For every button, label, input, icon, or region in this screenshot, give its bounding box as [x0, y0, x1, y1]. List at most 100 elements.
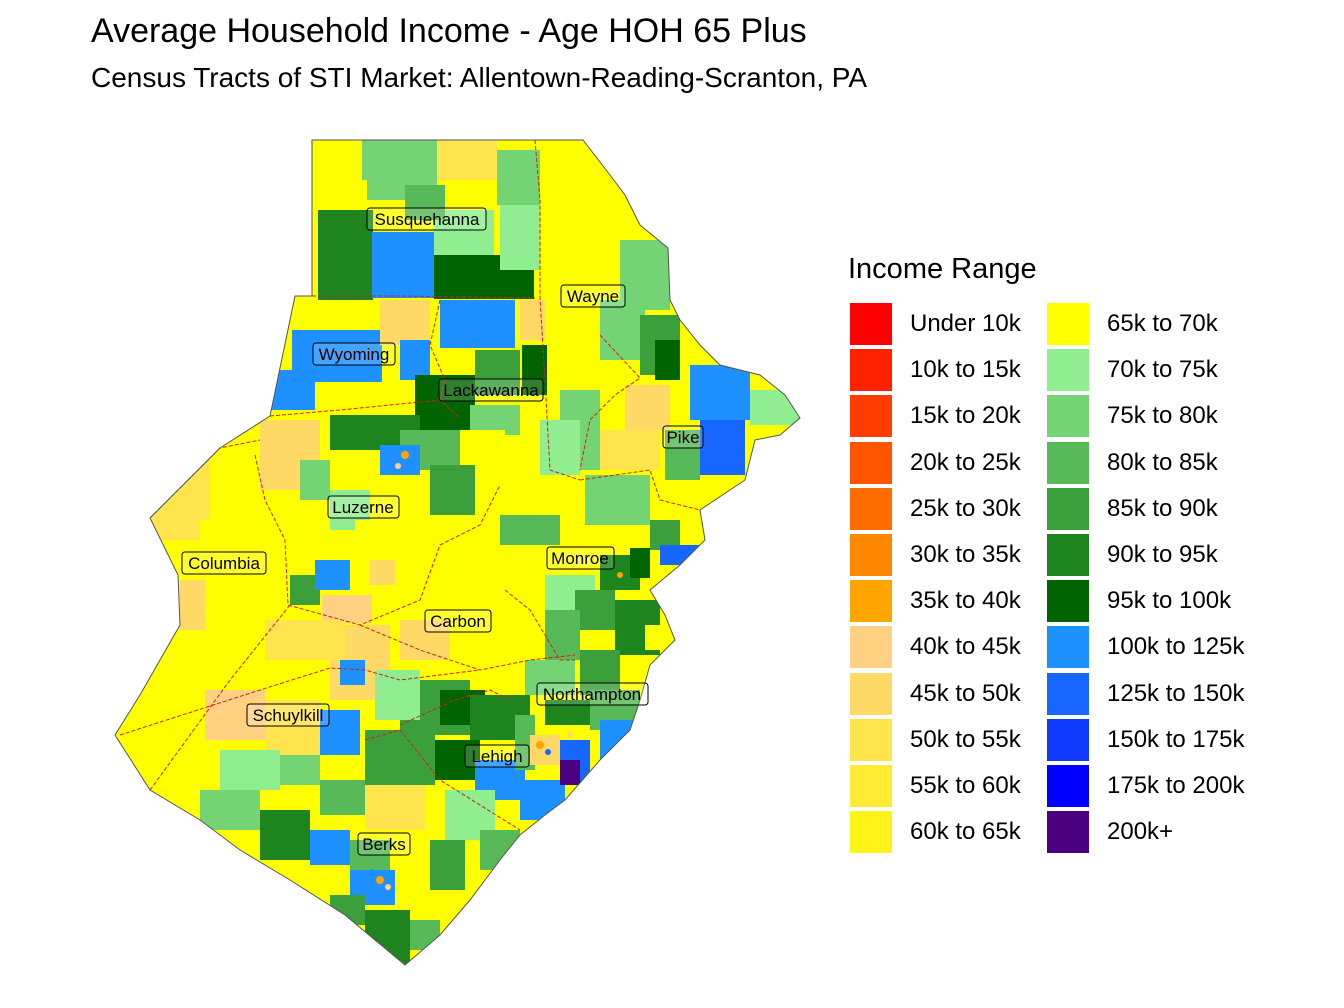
legend-item: 55k to 60k: [850, 764, 1021, 808]
legend-swatch: [850, 580, 892, 623]
legend-swatch: [850, 303, 892, 345]
legend-item: 80k to 85k: [1047, 441, 1218, 485]
legend-label: 25k to 30k: [910, 494, 1021, 522]
legend-item: 200k+: [1047, 810, 1173, 854]
legend-label: Under 10k: [910, 310, 1021, 337]
legend-item: 125k to 150k: [1047, 672, 1244, 716]
legend-label: 95k to 100k: [1107, 587, 1232, 615]
legend-item: 45k to 50k: [850, 672, 1021, 716]
svg-text:Luzerne: Luzerne: [332, 498, 393, 517]
legend-item: 20k to 25k: [850, 441, 1021, 485]
legend-item: 40k to 45k: [850, 625, 1021, 669]
legend-swatch: [850, 672, 892, 715]
legend-swatch: [1047, 395, 1089, 438]
county-label-northampton: Northampton: [536, 682, 649, 706]
svg-text:Susquehanna: Susquehanna: [375, 210, 480, 229]
legend-label: 50k to 55k: [910, 725, 1021, 753]
legend-item: 90k to 95k: [1047, 533, 1218, 577]
legend-swatch: [850, 441, 892, 484]
county-label-columbia: Columbia: [181, 551, 267, 575]
legend-swatch: [850, 718, 892, 761]
legend-swatch: [1047, 441, 1089, 484]
svg-text:Carbon: Carbon: [430, 612, 486, 631]
legend-item: 30k to 35k: [850, 533, 1021, 577]
legend-label: 40k to 45k: [910, 633, 1021, 661]
svg-text:Pike: Pike: [666, 428, 699, 447]
legend-label: 65k to 70k: [1107, 310, 1218, 337]
svg-text:Columbia: Columbia: [188, 554, 260, 573]
legend-swatch: [850, 626, 892, 669]
legend-label: 125k to 150k: [1107, 679, 1245, 707]
legend-swatch: [1047, 718, 1089, 761]
county-label-berks: Berks: [357, 832, 411, 856]
county-label-monroe: Monroe: [546, 546, 615, 570]
county-label-schuylkill: Schuylkill: [246, 703, 330, 727]
legend-swatch: [1047, 626, 1089, 669]
legend-label: 45k to 50k: [910, 679, 1021, 707]
legend-swatch: [1047, 534, 1089, 576]
legend-label: 30k to 35k: [910, 541, 1021, 568]
legend-item: 10k to 15k: [850, 348, 1021, 392]
legend-item: 175k to 200k: [1047, 764, 1244, 808]
legend-item: 60k to 65k: [850, 810, 1021, 854]
legend-swatch: [850, 534, 892, 576]
urban-tract-dots: [369, 451, 623, 890]
legend-label: 75k to 80k: [1107, 402, 1218, 430]
legend-label: 80k to 85k: [1107, 448, 1218, 476]
legend-swatch: [850, 349, 892, 392]
map-subtitle: Census Tracts of STI Market: Allentown-R…: [91, 62, 868, 93]
county-label-luzerne: Luzerne: [327, 495, 400, 519]
legend-swatch: [1047, 765, 1089, 807]
legend-label: 60k to 65k: [910, 818, 1021, 846]
svg-text:Lehigh: Lehigh: [471, 747, 522, 766]
svg-text:Berks: Berks: [362, 835, 405, 854]
county-label-lackawanna: Lackawanna: [438, 378, 544, 402]
svg-text:Schuylkill: Schuylkill: [253, 706, 324, 725]
legend-item: 75k to 80k: [1047, 394, 1218, 438]
legend-label: 90k to 95k: [1107, 541, 1218, 568]
legend-label: 70k to 75k: [1107, 356, 1218, 384]
legend-swatch: [850, 487, 892, 530]
legend-swatch: [1047, 580, 1089, 623]
legend-item: Under 10k: [850, 302, 1021, 346]
county-label-lehigh: Lehigh: [464, 744, 530, 768]
svg-text:Lackawanna: Lackawanna: [443, 381, 539, 400]
legend-label: 15k to 20k: [910, 402, 1021, 430]
county-label-carbon: Carbon: [424, 609, 492, 633]
legend-item: 70k to 75k: [1047, 348, 1218, 392]
legend-label: 35k to 40k: [910, 587, 1021, 615]
svg-text:Northampton: Northampton: [543, 685, 641, 704]
legend-label: 55k to 60k: [910, 772, 1021, 799]
legend-item: 15k to 20k: [850, 394, 1021, 438]
county-label-wyoming: Wyoming: [312, 342, 396, 366]
legend-swatch: [1047, 349, 1089, 392]
legend-item: 65k to 70k: [1047, 302, 1218, 346]
legend-label: 150k to 175k: [1107, 725, 1245, 753]
legend-item: 95k to 100k: [1047, 579, 1231, 623]
legend-swatch: [850, 395, 892, 438]
legend-item: 85k to 90k: [1047, 487, 1218, 531]
county-label-susquehanna: Susquehanna: [366, 207, 487, 231]
map-title: Average Household Income - Age HOH 65 Pl…: [91, 12, 807, 50]
legend-item: 35k to 40k: [850, 579, 1021, 623]
legend-label: 200k+: [1107, 818, 1174, 846]
legend-title: Income Range: [848, 253, 1037, 285]
svg-text:Wayne: Wayne: [567, 287, 619, 306]
legend-label: 175k to 200k: [1107, 772, 1245, 799]
legend-swatch: [1047, 672, 1089, 715]
legend-label: 10k to 15k: [910, 356, 1021, 384]
legend-item: 50k to 55k: [850, 718, 1021, 762]
legend-swatch: [1047, 487, 1089, 530]
legend-item: 25k to 30k: [850, 487, 1021, 531]
svg-text:Monroe: Monroe: [551, 549, 609, 568]
legend-swatch: [850, 811, 892, 854]
svg-text:Wyoming: Wyoming: [319, 345, 390, 364]
legend-label: 20k to 25k: [910, 448, 1021, 476]
county-label-pike: Pike: [662, 425, 704, 449]
market-outline: [114, 139, 801, 966]
legend-item: 100k to 125k: [1047, 625, 1244, 669]
legend-swatch: [1047, 811, 1089, 854]
legend-label: 100k to 125k: [1107, 633, 1245, 661]
county-label-wayne: Wayne: [560, 284, 626, 308]
